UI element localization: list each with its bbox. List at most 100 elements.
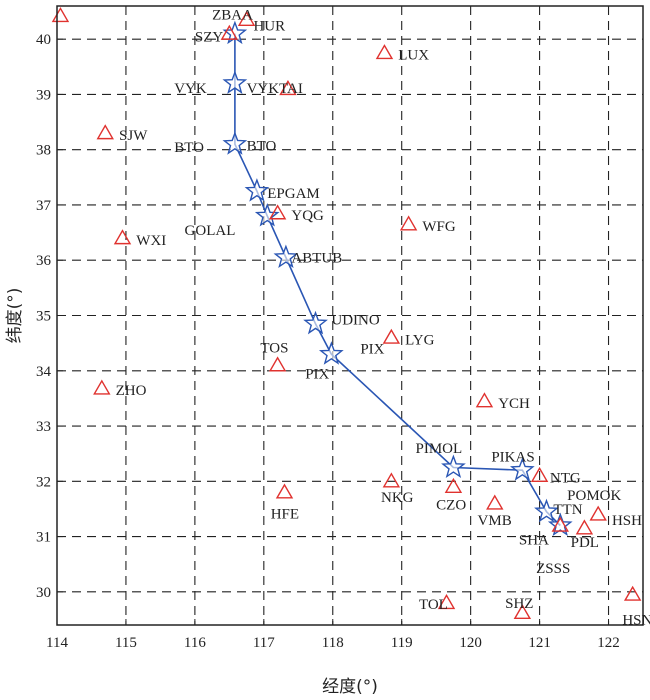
point-label: VYKTAI	[247, 81, 303, 97]
x-tick-label: 117	[253, 635, 275, 651]
point-label: ABTUB	[291, 250, 342, 266]
point-label: WFG	[422, 219, 456, 235]
station-triangle	[268, 204, 287, 220]
point-label: YCH	[498, 396, 530, 412]
point-label: PIX	[305, 367, 329, 383]
labels: ZBAA SZY HUR LUX VYK VYKTAI SJW BTO BTO EPGAM YQG G…	[116, 7, 650, 628]
point-label: NTG	[550, 470, 581, 486]
x-tick-label: 120	[459, 635, 482, 651]
point-label: ZHO	[116, 383, 147, 399]
point-label: SJW	[119, 128, 148, 144]
point-label: PIX	[360, 342, 384, 358]
route-waypoint-star	[510, 457, 535, 481]
station-triangle	[237, 10, 256, 27]
point-label: TTN	[553, 502, 582, 518]
stations	[51, 7, 642, 620]
point-label: PDL	[571, 535, 599, 551]
point-label: WXI	[136, 233, 166, 249]
point-label: SHZ	[505, 596, 533, 612]
point-label: HFE	[271, 506, 299, 522]
point-label: LYG	[405, 332, 434, 348]
point-label: ZBAA	[212, 7, 253, 23]
y-axis-label: 纬度(°)	[5, 288, 25, 344]
route-waypoint-star	[318, 341, 344, 365]
station-triangle	[51, 7, 70, 23]
station-triangle	[589, 505, 607, 521]
route-waypoint-star	[222, 131, 248, 155]
y-tick-label: 33	[36, 419, 51, 435]
station-triangle	[268, 356, 287, 372]
station-triangle	[279, 80, 297, 96]
station-triangle	[382, 328, 401, 344]
route-waypoint-star	[222, 70, 248, 94]
route-waypoint-star	[547, 512, 573, 537]
point-label: HSN	[622, 612, 650, 628]
route-waypoint-star	[441, 454, 466, 479]
x-tick-label: 121	[528, 635, 551, 651]
y-tick-label: 40	[36, 32, 51, 48]
point-label: BTO	[247, 138, 277, 154]
point-label: SHA	[519, 532, 549, 548]
y-tick-label: 39	[36, 87, 51, 103]
point-label: PIMOL	[415, 441, 462, 457]
point-label: TOS	[260, 341, 288, 357]
point-label: BTO	[174, 140, 204, 156]
point-label: UDINO	[331, 312, 379, 328]
y-tick-label: 32	[36, 474, 51, 490]
point-label: ZSSS	[536, 561, 570, 577]
station-triangle	[113, 229, 132, 245]
station-triangle	[551, 516, 569, 532]
route	[222, 20, 573, 537]
route-waypoint-star	[303, 310, 328, 335]
y-tick-label: 37	[36, 198, 52, 214]
station-triangle	[475, 392, 494, 408]
point-label: LUX	[398, 48, 429, 64]
station-triangle	[93, 379, 111, 395]
y-tick-label: 30	[36, 585, 51, 601]
x-axis-label: 经度(°)	[322, 677, 378, 697]
point-label: SZY	[195, 29, 224, 45]
route-waypoint-star	[254, 202, 280, 227]
station-triangle	[220, 24, 239, 40]
x-tick-label: 115	[115, 635, 137, 651]
station-triangle	[575, 519, 594, 535]
station-triangle	[275, 483, 294, 499]
x-tick-label: 122	[597, 635, 620, 651]
x-tick-label: 114	[46, 635, 68, 651]
y-tick-label: 36	[36, 253, 52, 269]
station-triangle	[375, 44, 394, 60]
station-triangle	[623, 585, 642, 601]
station-triangle	[444, 477, 463, 494]
y-tick-label: 31	[36, 530, 51, 546]
station-triangle	[530, 466, 549, 482]
point-label: HUR	[253, 18, 285, 34]
point-label: NKG	[381, 490, 414, 506]
station-triangle	[513, 603, 532, 620]
point-label: PIKAS	[491, 449, 534, 465]
y-tick-label: 34	[36, 364, 52, 380]
point-label: GOLAL	[185, 223, 236, 239]
y-tick-label: 38	[36, 143, 51, 159]
x-tick-label: 118	[322, 635, 344, 651]
point-label: YQG	[291, 208, 324, 224]
route-waypoint-star	[534, 498, 559, 523]
station-triangle	[382, 472, 401, 488]
station-triangle	[486, 494, 504, 510]
station-triangle	[399, 215, 418, 231]
x-tick-label: 119	[391, 635, 413, 651]
station-triangle	[437, 593, 456, 610]
point-label: EPGAM	[267, 186, 320, 202]
station-triangle	[96, 124, 114, 140]
x-tick-label: 116	[184, 635, 206, 651]
point-label: CZO	[436, 498, 466, 514]
route-waypoint-star	[244, 178, 270, 202]
point-label: VYK	[174, 81, 207, 97]
point-label: VMB	[478, 513, 512, 529]
route-waypoint-star	[273, 244, 299, 269]
point-label: HSH	[612, 513, 642, 529]
point-label: TOL	[419, 597, 448, 613]
y-tick-label: 35	[36, 309, 51, 325]
ticks: 114 115 116 117 118 119 120 121 122 30 31 32 33 34 35 3…	[36, 32, 620, 651]
point-label: POMOK	[567, 488, 621, 504]
